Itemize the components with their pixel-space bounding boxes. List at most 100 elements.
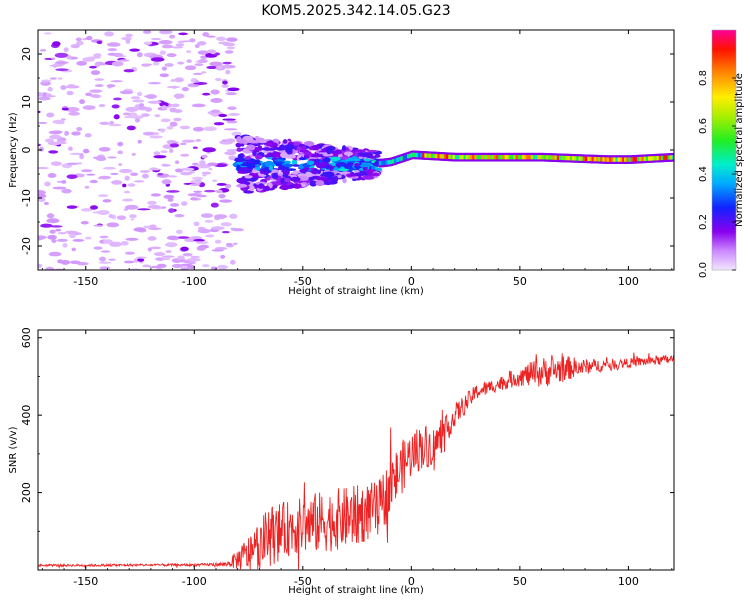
noise-blob	[66, 174, 78, 179]
noise-blob	[147, 236, 157, 241]
noise-blob	[173, 117, 182, 122]
noise-blob	[150, 193, 161, 197]
noise-blob	[196, 245, 206, 251]
transition-blob	[367, 149, 378, 153]
ridge-core	[608, 157, 612, 162]
noise-blob	[67, 84, 76, 89]
noise-blob	[191, 103, 206, 108]
noise-blob	[69, 260, 81, 265]
noise-blob	[47, 141, 61, 146]
ridge-core	[565, 155, 569, 161]
ridge-core	[552, 155, 556, 160]
transition-blob	[296, 146, 304, 151]
noise-blob	[123, 115, 137, 119]
ridge-core	[472, 155, 475, 160]
ridge-core	[482, 155, 486, 160]
noise-blob	[224, 151, 237, 156]
ridge-core	[652, 156, 656, 161]
ridge-core	[428, 153, 432, 158]
noise-blob	[125, 33, 133, 38]
ridge-core	[443, 154, 447, 159]
noise-blob	[226, 243, 233, 246]
ridge-core	[517, 155, 521, 160]
noise-blob	[99, 266, 111, 270]
noise-blob	[79, 99, 86, 105]
noise-blob	[123, 190, 131, 194]
ridge-core	[532, 155, 536, 160]
colorbar-ticks: 0.0 0.2 0.4 0.6 0.8	[698, 70, 736, 278]
noise-blob	[194, 63, 204, 67]
noise-blob	[150, 246, 162, 250]
noise-blob	[169, 34, 176, 39]
transition-blob	[291, 159, 298, 166]
noise-blob	[131, 152, 136, 156]
snr-xtick-label: 100	[618, 575, 639, 588]
noise-blob	[93, 224, 104, 227]
noise-blob	[71, 131, 81, 136]
noise-blob	[80, 221, 89, 225]
noise-blob	[226, 46, 236, 50]
noise-blob	[51, 238, 57, 243]
transition-blob	[346, 162, 354, 167]
noise-blob	[156, 263, 167, 268]
noise-blob	[206, 65, 218, 70]
noise-blob	[49, 229, 56, 234]
noise-blob	[56, 139, 62, 142]
ridge-core	[469, 155, 473, 160]
noise-blob	[45, 266, 55, 270]
noise-blob	[215, 189, 223, 194]
noise-blob	[119, 90, 134, 95]
noise-blob	[141, 113, 150, 117]
ridge-core	[528, 155, 532, 160]
noise-blob	[219, 199, 233, 203]
noise-blob	[180, 201, 188, 206]
noise-blob	[133, 180, 145, 183]
ridge-core	[578, 156, 582, 161]
spectrogram-xtick-label: 100	[618, 275, 639, 288]
noise-blob	[153, 151, 161, 156]
colorbar: 0.0 0.2 0.4 0.6 0.8 Normalized spectral ampl…	[698, 29, 745, 278]
ridge-core	[671, 155, 674, 160]
colorbar-gradient	[712, 30, 736, 270]
transition-blob	[352, 178, 357, 182]
noise-blob	[198, 58, 208, 64]
noise-blob	[159, 102, 169, 107]
noise-blob	[169, 148, 174, 154]
noise-blob	[152, 61, 160, 66]
noise-blob	[111, 104, 120, 109]
noise-blob	[137, 258, 145, 262]
noise-blob	[122, 198, 134, 202]
transition-blob	[298, 157, 307, 161]
transition-blob	[358, 156, 363, 159]
noise-blob	[187, 84, 200, 87]
spectrogram-xlabel: Height of straight line (km)	[288, 286, 424, 297]
ridge-core	[606, 157, 610, 162]
ridge-core	[571, 156, 575, 161]
noise-blob	[84, 185, 90, 189]
transition-blob	[272, 157, 277, 161]
noise-blob	[139, 103, 145, 108]
snr-panel: -150 -100 -50 0 50 100 200 400 600 Height of str…	[8, 327, 675, 596]
noise-blob	[160, 118, 171, 123]
noise-blob	[38, 193, 47, 199]
noise-blob	[125, 106, 139, 112]
ridge-core	[420, 153, 423, 158]
ridge-core	[543, 155, 547, 160]
noise-blob	[98, 175, 111, 180]
noise-blob	[93, 246, 103, 250]
colorbar-tick-label: 0.2	[698, 214, 709, 230]
noise-blob	[216, 36, 227, 41]
noise-blob	[212, 179, 217, 182]
snr-ticks: -150 -100 -50 0 50 100 200 400 600	[20, 327, 674, 588]
noise-blob	[77, 162, 83, 165]
noise-blob	[109, 241, 119, 247]
noise-blob	[142, 264, 151, 268]
noise-blob	[171, 263, 184, 268]
transition-blob	[303, 151, 312, 156]
ridge-core	[602, 157, 606, 162]
noise-blob	[174, 168, 184, 173]
noise-blob	[62, 243, 68, 248]
ridge-core	[561, 155, 564, 161]
ridge-core	[615, 157, 619, 162]
noise-blob	[71, 247, 76, 252]
